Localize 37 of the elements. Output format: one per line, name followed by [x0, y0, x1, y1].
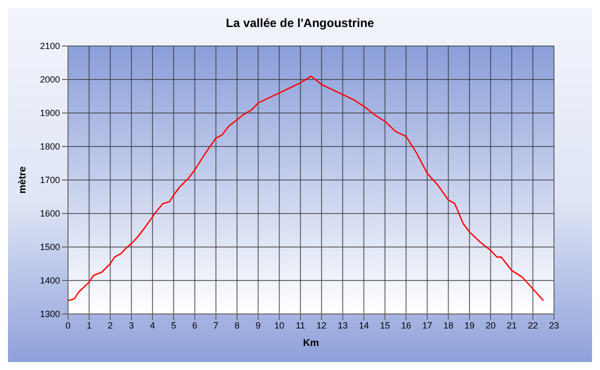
x-tick-label: 8 [234, 320, 240, 330]
x-tick-label: 14 [358, 320, 369, 330]
y-tick-label: 1700 [40, 175, 60, 186]
y-tick-label: 1500 [40, 242, 60, 252]
chart-title: La vallée de l'Angoustrine [224, 16, 376, 30]
y-tick-label: 1900 [40, 108, 60, 118]
x-tick-label: 11 [296, 320, 306, 330]
x-tick-label: 20 [486, 320, 496, 330]
x-tick-label: 6 [192, 320, 198, 330]
y-tick-label: 1400 [40, 276, 60, 286]
y-tick-label: 2100 [40, 41, 60, 52]
x-tick-label: 7 [213, 320, 218, 330]
x-tick-label: 10 [274, 320, 284, 330]
y-tick-label: 1800 [40, 142, 60, 152]
x-tick-label: 4 [150, 320, 156, 330]
y-tick-label: 1300 [40, 309, 60, 320]
x-tick-label: 21 [506, 320, 517, 330]
line-series [68, 76, 544, 302]
x-axis-title: Km [302, 338, 320, 349]
x-tick-label: 19 [464, 320, 474, 330]
x-tick-label: 16 [401, 320, 412, 330]
x-tick-label: 12 [316, 320, 327, 330]
x-tick-label: 23 [548, 320, 560, 330]
x-tick-label: 1 [86, 320, 92, 330]
y-tick-label: 1600 [40, 208, 60, 219]
x-tick-label: 2 [108, 320, 113, 330]
x-tick-label: 15 [380, 320, 390, 330]
x-tick-label: 9 [256, 320, 261, 330]
x-tick-label: 5 [171, 320, 176, 330]
x-tick-label: 17 [422, 320, 432, 330]
x-tick-label: 13 [338, 320, 348, 330]
x-tick-label: 22 [528, 320, 538, 330]
x-tick-label: 0 [65, 320, 71, 330]
x-tick-label: 18 [443, 320, 454, 330]
y-axis-title: mètre [18, 166, 29, 194]
x-tick-label: 3 [128, 320, 134, 330]
y-tick-label: 2000 [40, 74, 60, 85]
